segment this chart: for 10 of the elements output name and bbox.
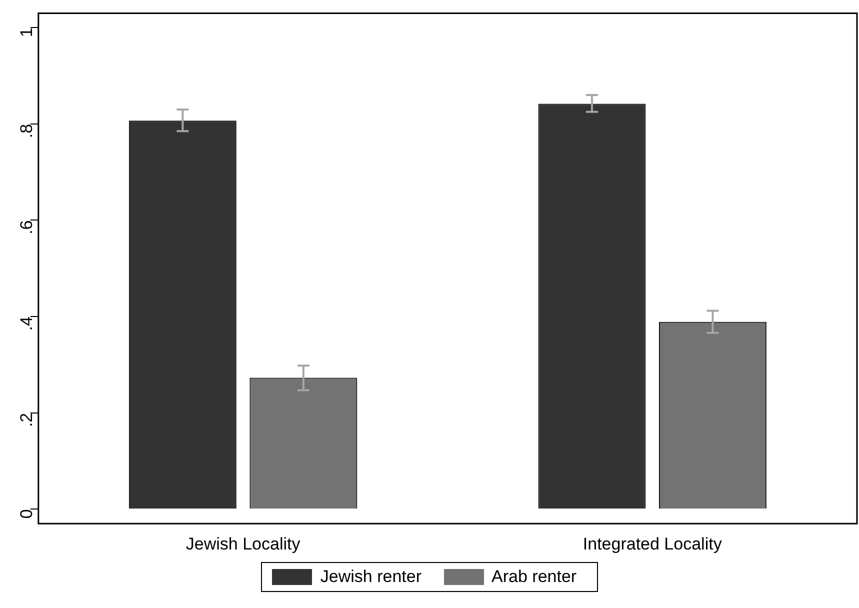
y-tick-label: .6 xyxy=(17,220,36,234)
legend-label: Jewish renter xyxy=(320,567,422,587)
legend-label: Arab renter xyxy=(492,567,577,587)
y-tick-label: .2 xyxy=(17,412,36,428)
y-tick-label: 1 xyxy=(17,28,36,38)
y-tick-label: .4 xyxy=(17,316,36,331)
y-tick-label: 0 xyxy=(17,509,36,519)
x-tick-label: Integrated Locality xyxy=(582,534,722,554)
x-tick-label: Jewish Locality xyxy=(186,534,301,554)
y-tick-label: .8 xyxy=(17,124,36,138)
